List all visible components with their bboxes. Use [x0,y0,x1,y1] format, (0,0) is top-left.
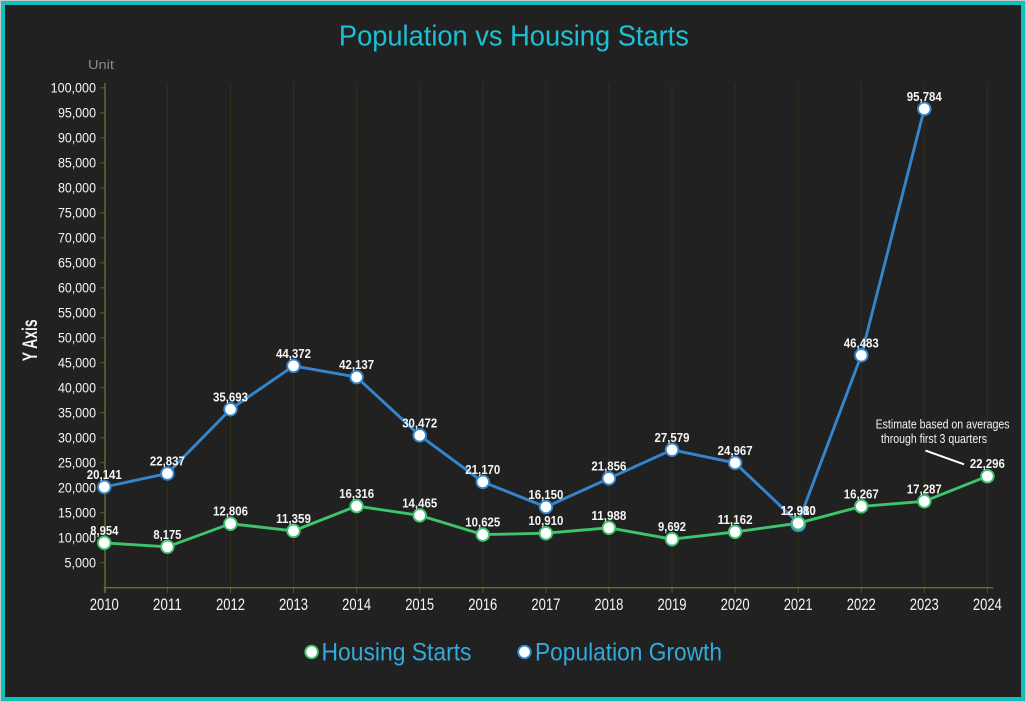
svg-text:10,625: 10,625 [465,516,500,530]
svg-text:Population Growth: Population Growth [535,639,722,667]
svg-text:40,000: 40,000 [58,381,96,396]
svg-text:11,359: 11,359 [276,512,311,526]
svg-text:45,000: 45,000 [58,356,96,371]
svg-text:16,150: 16,150 [528,488,563,502]
svg-text:22,837: 22,837 [150,455,185,469]
svg-text:90,000: 90,000 [58,131,96,146]
svg-text:20,000: 20,000 [58,481,96,496]
svg-text:85,000: 85,000 [58,156,96,171]
svg-text:20,141: 20,141 [87,468,122,482]
svg-text:12,910: 12,910 [781,504,816,518]
svg-text:14,465: 14,465 [402,496,437,510]
svg-text:2019: 2019 [658,596,687,614]
svg-text:80,000: 80,000 [58,181,96,196]
svg-text:2017: 2017 [531,596,560,614]
svg-text:60,000: 60,000 [58,281,96,296]
svg-text:100,000: 100,000 [51,81,97,96]
svg-text:2023: 2023 [910,596,939,614]
svg-text:8,954: 8,954 [90,524,118,538]
svg-text:2020: 2020 [721,596,750,614]
svg-text:2016: 2016 [468,596,497,614]
svg-text:24,967: 24,967 [718,444,753,458]
svg-text:27,579: 27,579 [655,431,690,445]
svg-text:2010: 2010 [90,596,119,614]
svg-text:Y Axis: Y Axis [19,319,42,361]
svg-text:through first 3 quarters: through first 3 quarters [881,431,987,446]
svg-text:22,296: 22,296 [970,457,1005,471]
svg-text:95,784: 95,784 [907,90,942,104]
svg-text:55,000: 55,000 [58,306,96,321]
svg-text:2022: 2022 [847,596,876,614]
svg-text:2013: 2013 [279,596,308,614]
svg-text:Population vs Housing Starts: Population vs Housing Starts [339,20,689,52]
svg-text:8,175: 8,175 [153,528,181,542]
svg-text:44,372: 44,372 [276,347,311,361]
svg-text:16,316: 16,316 [339,487,374,501]
svg-text:2012: 2012 [216,596,245,614]
svg-text:10,000: 10,000 [58,531,96,546]
svg-text:2021: 2021 [784,596,813,614]
svg-text:35,000: 35,000 [58,406,96,421]
svg-text:12,806: 12,806 [213,505,248,519]
svg-text:42,137: 42,137 [339,358,374,372]
svg-text:70,000: 70,000 [58,231,96,246]
svg-text:12,980: 12,980 [781,504,816,518]
svg-text:Estimate based on averages: Estimate based on averages [876,416,1010,431]
svg-text:11,162: 11,162 [718,513,753,527]
svg-text:21,856: 21,856 [591,459,626,473]
svg-text:95,000: 95,000 [58,106,96,121]
svg-text:9,692: 9,692 [658,520,686,534]
svg-text:Housing Starts: Housing Starts [322,639,472,667]
svg-text:15,000: 15,000 [58,506,96,521]
svg-text:16,267: 16,267 [844,487,879,501]
svg-text:2015: 2015 [405,596,434,614]
svg-text:30,000: 30,000 [58,431,96,446]
svg-text:65,000: 65,000 [58,256,96,271]
svg-text:25,000: 25,000 [58,456,96,471]
svg-text:2024: 2024 [973,596,1002,614]
svg-text:35,693: 35,693 [213,390,248,404]
svg-text:10,910: 10,910 [528,514,563,528]
svg-text:30,472: 30,472 [402,416,437,430]
svg-text:21,170: 21,170 [465,463,500,477]
svg-text:2014: 2014 [342,596,371,614]
svg-text:75,000: 75,000 [58,206,96,221]
svg-text:17,287: 17,287 [907,482,942,496]
svg-text:2018: 2018 [594,596,623,614]
svg-text:2011: 2011 [153,596,182,614]
svg-text:50,000: 50,000 [58,331,96,346]
svg-text:46,483: 46,483 [844,336,879,350]
svg-text:Unit: Unit [88,57,114,72]
svg-text:5,000: 5,000 [65,556,97,571]
svg-text:11,988: 11,988 [591,509,626,523]
